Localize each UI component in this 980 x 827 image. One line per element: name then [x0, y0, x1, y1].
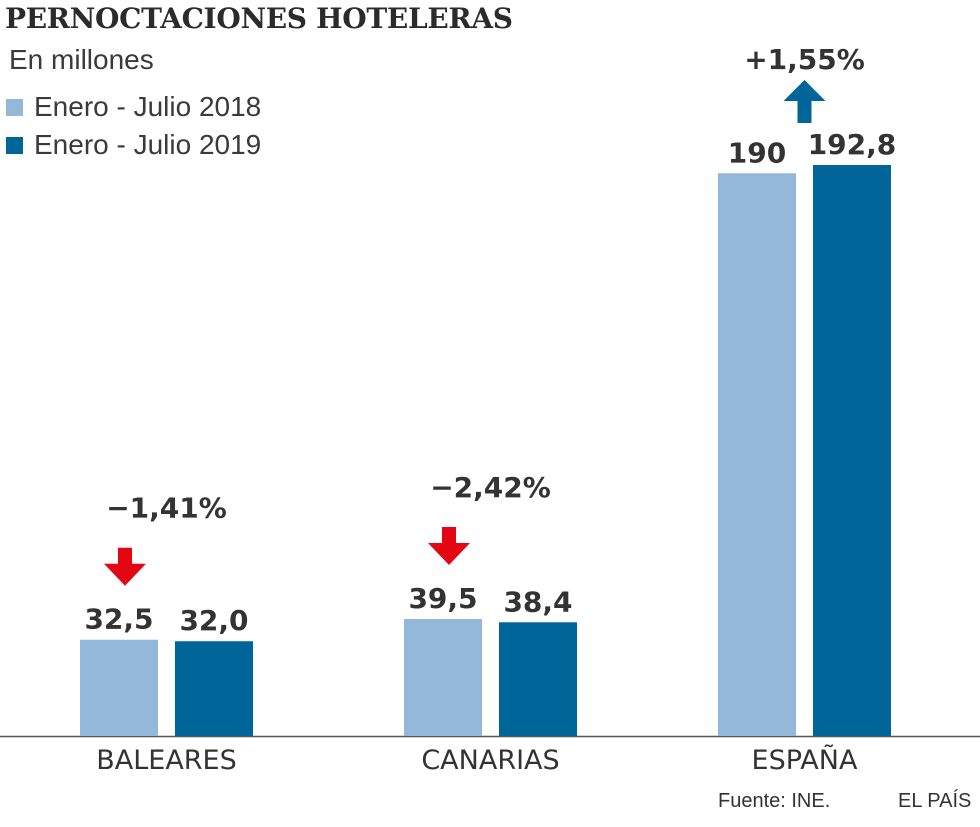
legend: Enero - Julio 2018 Enero - Julio 2019 [6, 88, 261, 164]
bar-baleares-2018 [80, 639, 158, 736]
data-label: 32,5 [84, 603, 153, 636]
legend-swatch-2018 [6, 98, 23, 116]
legend-label-2018: Enero - Julio 2018 [34, 91, 262, 122]
change-label: −2,42% [430, 471, 551, 504]
arrow-up-icon [783, 80, 826, 123]
chart-title: PERNOCTACIONES HOTELERAS [5, 2, 513, 35]
bar-canarias-2019 [499, 622, 577, 736]
data-label: 192,8 [808, 128, 897, 161]
legend-item-2019: Enero - Julio 2019 [6, 126, 261, 164]
arrow-down-icon [428, 527, 470, 566]
legend-item-2018: Enero - Julio 2018 [6, 88, 261, 126]
source-note: Fuente: INE. [718, 790, 831, 812]
bar-baleares-2019 [175, 641, 253, 736]
legend-label-2019: Enero - Julio 2019 [34, 129, 262, 160]
legend-swatch-2019 [6, 136, 23, 154]
category-label: BALEARES [96, 745, 237, 776]
category-label: ESPAÑA [752, 744, 858, 776]
data-label: 190 [728, 136, 786, 169]
bar-españa-2019 [813, 165, 891, 736]
category-label: CANARIAS [421, 745, 559, 776]
bar-españa-2018 [718, 173, 796, 736]
data-label: 32,0 [179, 604, 248, 637]
change-label: −1,41% [106, 492, 227, 525]
publisher-credit: EL PAÍS [898, 790, 972, 812]
bar-canarias-2018 [404, 619, 482, 736]
arrow-down-icon [104, 547, 146, 586]
data-label: 39,5 [408, 582, 477, 615]
chart-subtitle: En millones [9, 44, 154, 75]
change-label: +1,55% [744, 43, 865, 76]
data-label: 38,4 [503, 585, 572, 618]
